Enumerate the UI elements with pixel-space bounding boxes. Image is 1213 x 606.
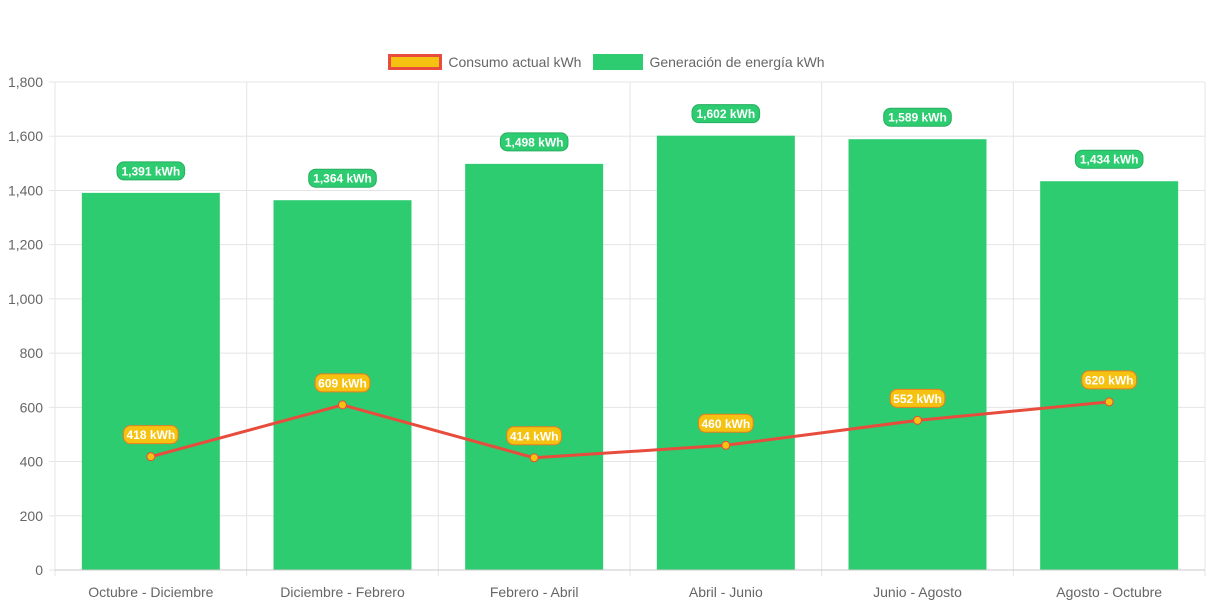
line-data-label: 609 kWh <box>318 376 367 390</box>
point-consumo <box>338 400 347 410</box>
y-tick-label: 0 <box>35 562 43 578</box>
x-tick-label: Diciembre - Febrero <box>280 584 405 600</box>
legend-label-generacion: Generación de energía kWh <box>649 54 825 70</box>
legend-label-consumo: Consumo actual kWh <box>448 54 582 70</box>
y-tick-label: 1,600 <box>8 128 43 144</box>
line-data-label: 552 kWh <box>893 392 942 406</box>
x-tick-label: Febrero - Abril <box>490 584 579 600</box>
y-tick-label: 1,000 <box>8 291 43 307</box>
x-tick-label: Abril - Junio <box>689 584 763 600</box>
point-consumo <box>721 440 731 450</box>
x-tick-label: Octubre - Diciembre <box>88 584 213 600</box>
grid <box>49 81 1206 576</box>
bar-generacion <box>848 139 987 570</box>
bar-data-label-bg <box>308 168 377 188</box>
legend-swatch-generacion <box>593 54 644 70</box>
y-tick-label: 1,200 <box>8 237 43 253</box>
bar-data-label: 1,602 kWh <box>696 107 755 121</box>
bar-data-label: 1,589 kWh <box>888 111 947 125</box>
bar-data-label: 1,391 kWh <box>121 164 180 178</box>
bar-data-label-bg <box>116 161 186 181</box>
y-tick-label: 1,800 <box>8 74 43 90</box>
line-data-label-bg <box>697 413 754 433</box>
data-labels: 1,391 kWh 1,364 kWh 1,498 kWh 1,602 kWh 1,58… <box>116 104 1144 446</box>
legend-swatch-consumo <box>388 54 443 70</box>
legend-item-consumo[interactable]: Consumo actual kWh <box>388 54 581 70</box>
legend-item-generacion[interactable]: Generación de energía kWh <box>593 54 825 70</box>
bar-generacion <box>656 135 795 570</box>
legend: Consumo actual kWh Generación de energía… <box>0 52 1213 72</box>
bar-data-label-bg <box>691 104 761 124</box>
point-consumo <box>1104 397 1114 407</box>
bar-data-label: 1,434 kWh <box>1080 153 1139 167</box>
x-tick-label: Agosto - Octubre <box>1056 584 1162 600</box>
line-series <box>146 397 1114 463</box>
point-consumo <box>146 452 156 462</box>
bar-generacion <box>465 163 604 570</box>
bar-data-label-bg <box>499 132 569 152</box>
point-consumo <box>529 453 539 463</box>
bars <box>81 135 1179 570</box>
line-data-label-bg <box>1081 370 1138 390</box>
bar-data-label: 1,364 kWh <box>313 172 372 186</box>
bar-data-label: 1,498 kWh <box>505 135 564 149</box>
x-tick-label: Junio - Agosto <box>873 584 962 600</box>
y-tick-label: 600 <box>20 399 44 415</box>
line-data-label-bg <box>314 373 371 393</box>
line-data-label: 460 kWh <box>701 417 750 431</box>
line-data-label-bg <box>506 426 563 446</box>
y-tick-label: 1,400 <box>8 182 43 198</box>
line-data-label: 620 kWh <box>1085 373 1134 387</box>
y-tick-label: 200 <box>20 508 44 524</box>
bar-data-label-bg <box>1074 149 1144 169</box>
axes: 0 200 400 600 800 1,000 1,200 1,400 1,600 1,800 Oc… <box>8 74 1205 600</box>
line-data-label: 418 kWh <box>126 428 175 442</box>
line-data-label: 414 kWh <box>510 429 559 443</box>
bar-generacion <box>81 192 220 570</box>
bar-data-label-bg <box>883 107 952 127</box>
y-tick-label: 400 <box>20 454 44 470</box>
line-consumo <box>150 400 1110 460</box>
y-tick-label: 800 <box>20 345 44 361</box>
line-data-label-bg <box>122 425 179 445</box>
line-data-label-bg <box>889 388 946 408</box>
point-consumo <box>913 415 922 425</box>
